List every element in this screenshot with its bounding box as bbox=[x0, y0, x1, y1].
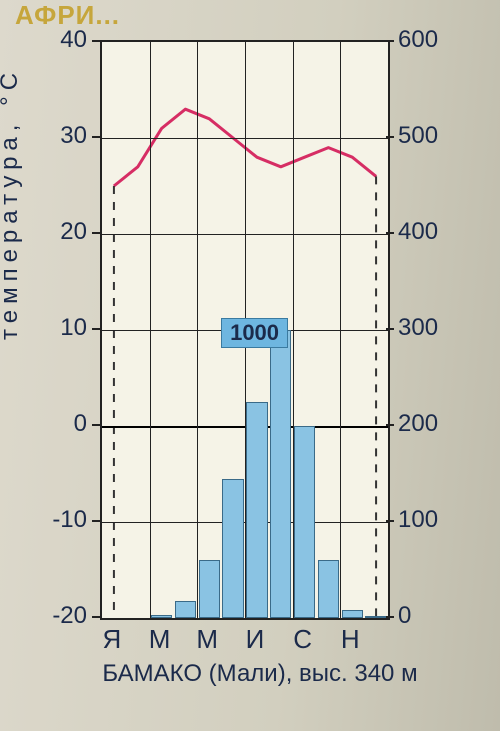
month-label: М bbox=[196, 624, 218, 655]
left-tick-label: 10 bbox=[32, 314, 87, 342]
left-tick-label: 30 bbox=[32, 122, 87, 150]
x-axis-month-labels: ЯММИСН bbox=[100, 624, 390, 658]
y-axis-left-label: температура, °C bbox=[0, 67, 24, 340]
right-tick-label: 400 bbox=[398, 218, 453, 246]
right-tick-label: 200 bbox=[398, 410, 453, 438]
month-label: И bbox=[246, 624, 265, 655]
precip-bar bbox=[318, 560, 339, 618]
left-tick-label: 0 bbox=[32, 410, 87, 438]
chart-caption: БАМАКО (Мали), выс. 340 м bbox=[10, 660, 500, 688]
right-tick-label: 300 bbox=[398, 314, 453, 342]
precip-bar bbox=[294, 426, 315, 618]
right-tick-label: 100 bbox=[398, 506, 453, 534]
climograph-chart: температура, °C осадки, мм ЯММИСН -20-10… bbox=[10, 20, 490, 670]
precip-bar bbox=[175, 601, 196, 618]
precip-bar bbox=[222, 479, 243, 618]
right-tick-label: 0 bbox=[398, 602, 453, 630]
total-precip-annotation: 1000 bbox=[221, 318, 288, 348]
left-tick-label: 20 bbox=[32, 218, 87, 246]
left-tick-label: 40 bbox=[32, 26, 87, 54]
right-tick-label: 600 bbox=[398, 26, 453, 54]
month-label: Н bbox=[341, 624, 360, 655]
precip-bar bbox=[151, 615, 172, 618]
precip-bar bbox=[246, 402, 267, 618]
precip-bar bbox=[199, 560, 220, 618]
month-label: М bbox=[149, 624, 171, 655]
precip-bar bbox=[365, 616, 386, 618]
month-label: С bbox=[293, 624, 312, 655]
precip-bar bbox=[270, 330, 291, 618]
left-tick-label: -10 bbox=[32, 506, 87, 534]
precip-bar bbox=[342, 610, 363, 618]
left-tick-label: -20 bbox=[32, 602, 87, 630]
page: АФРИ... температура, °C осадки, мм ЯММИС… bbox=[0, 0, 500, 731]
month-label: Я bbox=[103, 624, 122, 655]
right-tick-label: 500 bbox=[398, 122, 453, 150]
